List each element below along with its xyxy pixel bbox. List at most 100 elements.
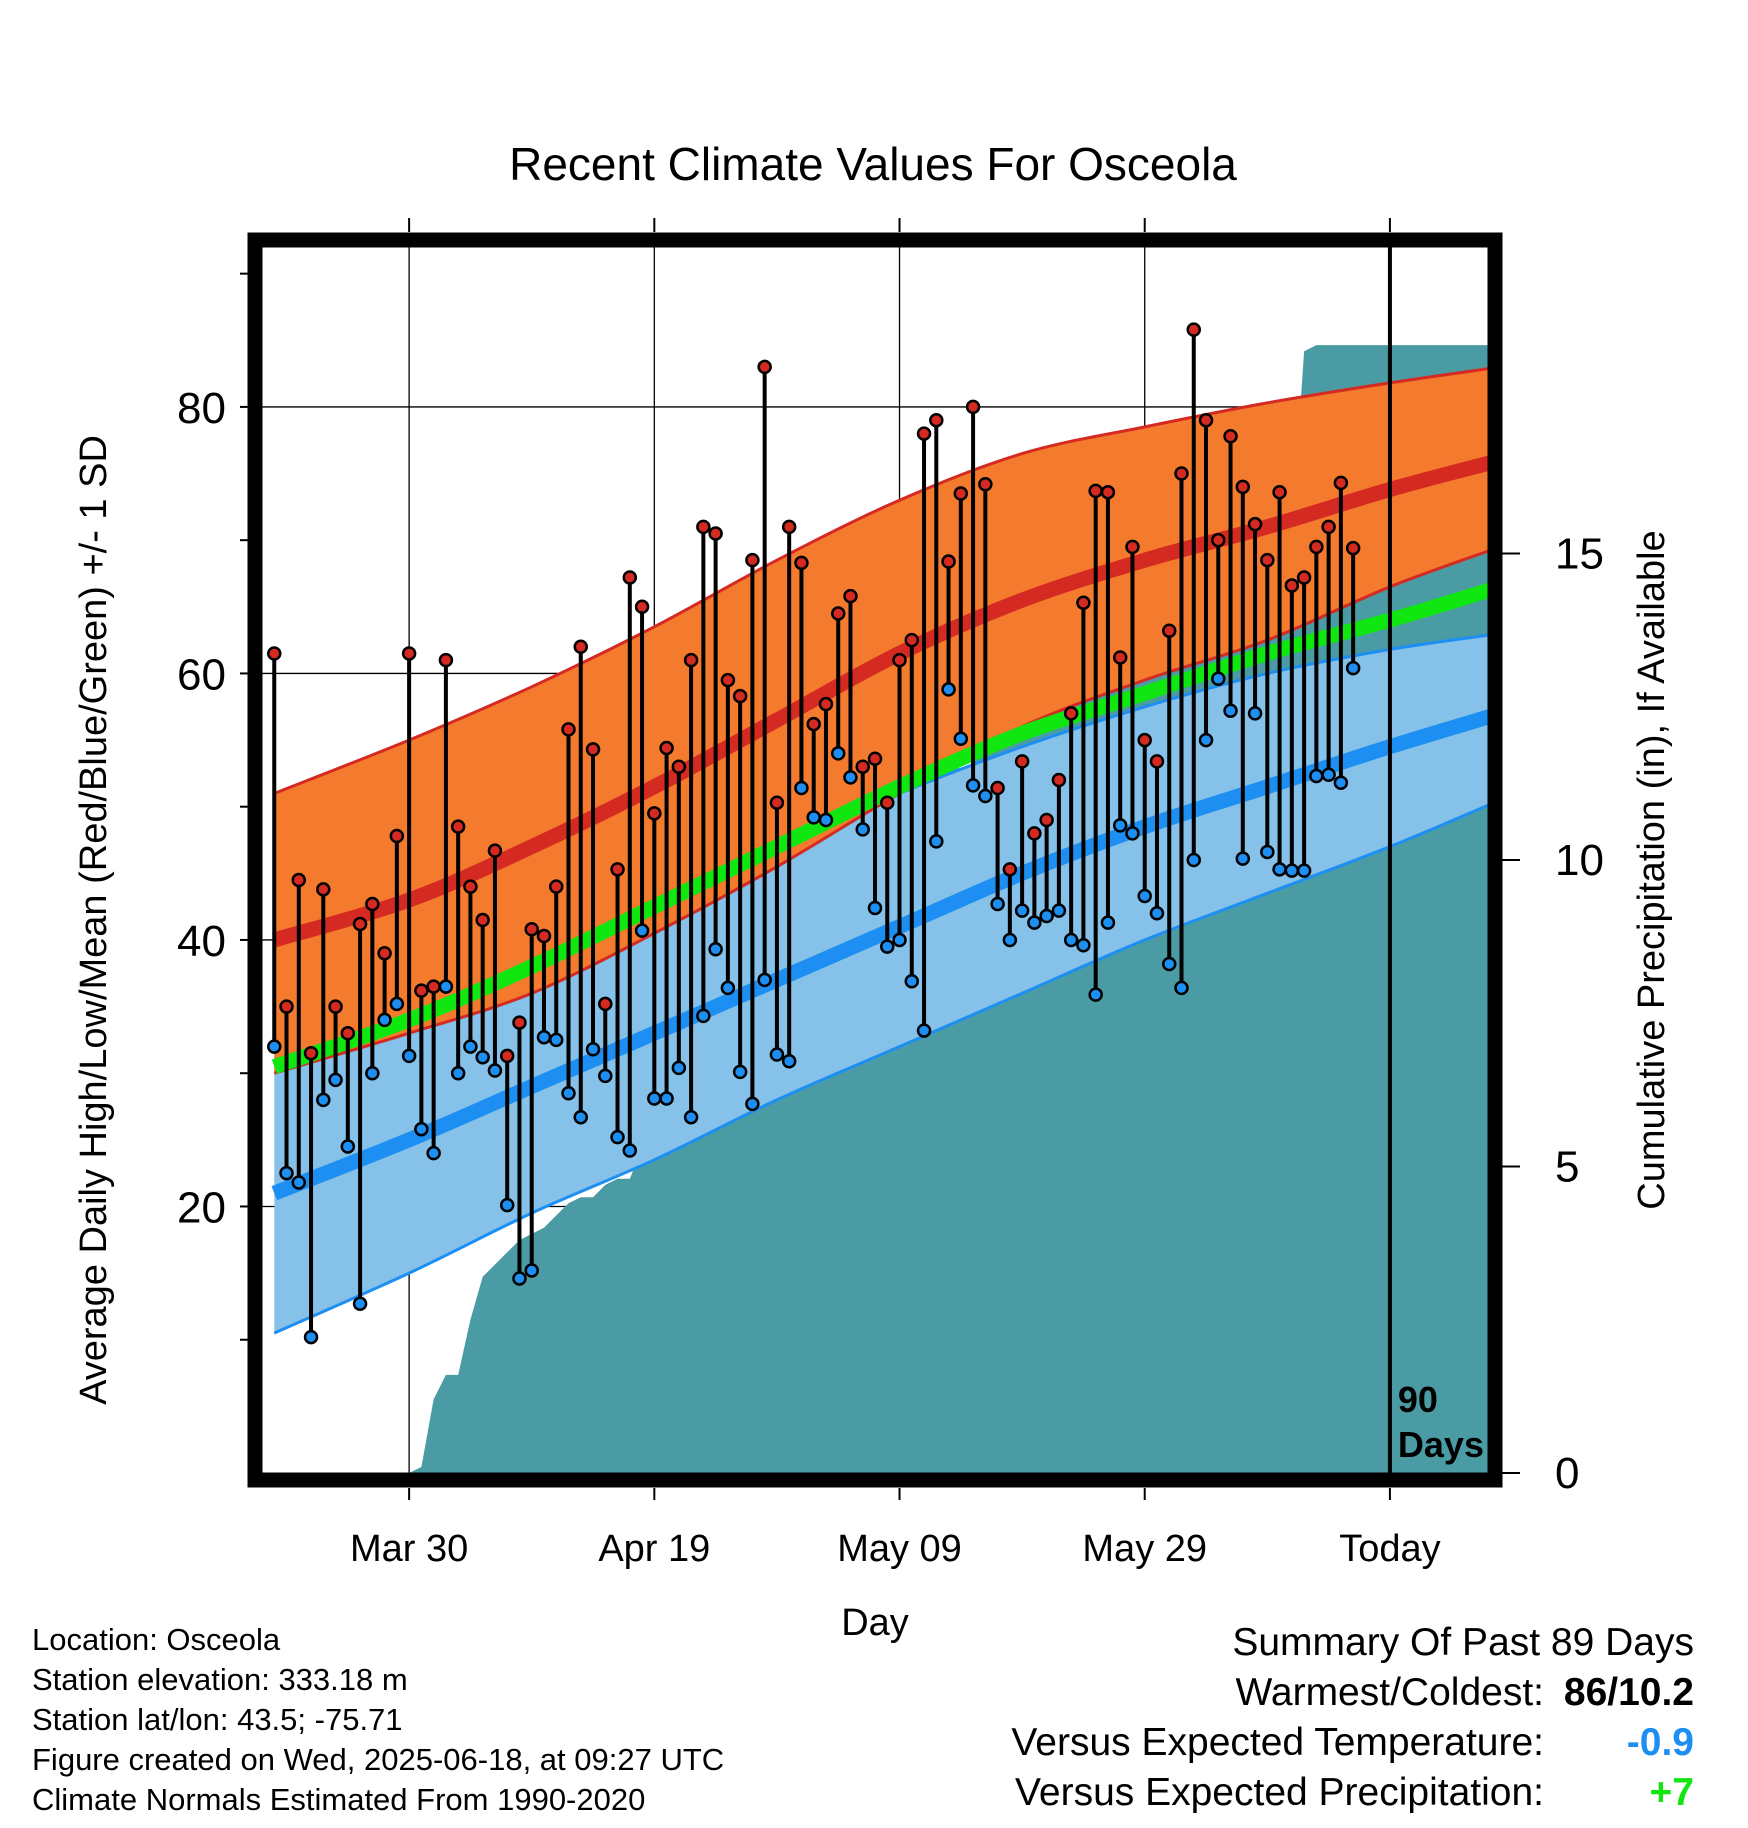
obs-high-point xyxy=(941,554,956,569)
obs-high-point xyxy=(1027,826,1042,841)
obs-high-point xyxy=(1309,539,1324,555)
obs-low-point xyxy=(1296,863,1312,878)
obs-low-point xyxy=(377,1012,392,1028)
obs-high-point xyxy=(365,896,380,912)
obs-low-point xyxy=(340,1139,356,1154)
obs-high-point xyxy=(610,862,625,877)
obs-high-point xyxy=(450,819,466,834)
obs-high-point xyxy=(328,999,343,1014)
obs-high-point xyxy=(1223,428,1238,444)
temp-label: Versus Expected Temperature: xyxy=(1011,1721,1544,1764)
obs-high-point xyxy=(524,922,539,937)
obs-low-point xyxy=(683,1109,699,1125)
obs-high-point xyxy=(1260,552,1275,568)
obs-high-point xyxy=(499,1048,515,1064)
obs-high-point xyxy=(426,979,441,994)
obs-high-point xyxy=(1100,484,1116,500)
obs-low-point xyxy=(781,1053,797,1069)
x-tick-label: Today xyxy=(1339,1528,1440,1570)
obs-low-point xyxy=(1235,851,1251,866)
low-sd-lower-edge xyxy=(273,803,1488,1335)
obs-high-point xyxy=(647,806,662,821)
obs-high-point xyxy=(1174,466,1189,481)
obs-low-point xyxy=(389,996,405,1012)
summary-warm-cold: Warmest/Coldest: 86/10.2 xyxy=(1011,1668,1694,1718)
obs-low-point xyxy=(855,822,870,837)
obs-low-point xyxy=(1211,671,1226,687)
obs-high-point xyxy=(1272,484,1287,500)
obs-low-point xyxy=(1198,732,1214,748)
obs-high-point xyxy=(843,588,858,604)
obs-high-point xyxy=(769,795,785,810)
obs-low-point xyxy=(622,1143,638,1158)
x-tick-label: May 09 xyxy=(837,1528,962,1570)
obs-high-point xyxy=(1137,732,1152,748)
summary-heading: Summary Of Past 89 Days xyxy=(1232,1621,1694,1664)
obs-low-point xyxy=(978,788,993,804)
obs-low-point xyxy=(1027,915,1042,930)
obs-high-point xyxy=(512,1015,527,1030)
obs-low-point xyxy=(990,896,1005,912)
x-tick-label: May 29 xyxy=(1082,1528,1207,1570)
obs-low-point xyxy=(524,1263,539,1278)
y2-tick-label: 5 xyxy=(1555,1143,1579,1192)
obs-low-point xyxy=(769,1047,785,1062)
obs-low-point xyxy=(1161,956,1177,972)
x-axis-label: Day xyxy=(841,1602,909,1644)
obs-low-point xyxy=(904,974,920,989)
obs-high-point xyxy=(377,946,392,961)
obs-low-point xyxy=(561,1085,576,1101)
obs-high-point xyxy=(536,928,552,944)
obs-low-point xyxy=(1186,852,1202,868)
obs-low-point xyxy=(279,1165,294,1181)
obs-low-point xyxy=(1333,775,1349,790)
obs-low-point xyxy=(1002,932,1018,948)
y-tick-label: 80 xyxy=(177,384,226,433)
obs-low-point xyxy=(1125,826,1140,841)
obs-high-point xyxy=(389,828,405,844)
obs-high-point xyxy=(1125,539,1140,555)
obs-high-point xyxy=(1063,706,1079,721)
obs-high-point xyxy=(303,1045,319,1061)
obs-low-point xyxy=(647,1091,662,1106)
obs-low-point xyxy=(1247,706,1263,721)
obs-high-point xyxy=(634,599,650,615)
obs-low-point xyxy=(1088,987,1103,1002)
obs-low-point xyxy=(438,979,454,994)
obs-low-point xyxy=(1100,915,1116,930)
obs-high-point xyxy=(720,672,736,688)
warm-cold-label: Warmest/Coldest: xyxy=(1235,1671,1544,1714)
obs-high-point xyxy=(267,646,282,661)
obs-high-point xyxy=(1372,0,1384,6)
obs-low-point xyxy=(671,1060,687,1076)
obs-high-point xyxy=(1333,475,1349,491)
obs-high-point xyxy=(585,742,601,757)
precip-value: +7 xyxy=(1649,1771,1694,1814)
obs-high-point xyxy=(1359,0,1371,6)
today-days-word: Days xyxy=(1398,1424,1484,1465)
temp-value: -0.9 xyxy=(1626,1721,1694,1764)
obs-high-point xyxy=(892,652,907,668)
y2-tick-label: 10 xyxy=(1555,836,1604,885)
obs-high-point xyxy=(316,882,331,897)
obs-low-point xyxy=(463,1039,478,1054)
obs-low-point xyxy=(1149,906,1165,921)
obs-low-point xyxy=(1359,0,1371,6)
obs-low-point xyxy=(892,932,907,948)
obs-high-point xyxy=(1051,772,1067,788)
obs-low-point xyxy=(1260,844,1275,860)
obs-high-point xyxy=(573,639,589,655)
obs-low-point xyxy=(1321,767,1336,782)
obs-high-point xyxy=(867,751,883,766)
obs-high-point xyxy=(352,916,368,932)
obs-high-point xyxy=(880,795,895,810)
obs-high-point xyxy=(757,359,772,375)
obs-high-point xyxy=(1161,623,1177,639)
obs-low-point xyxy=(365,1065,380,1081)
obs-high-point xyxy=(818,696,834,712)
obs-low-point xyxy=(316,1092,331,1108)
obs-high-point xyxy=(965,399,981,415)
obs-high-point xyxy=(1039,812,1054,828)
